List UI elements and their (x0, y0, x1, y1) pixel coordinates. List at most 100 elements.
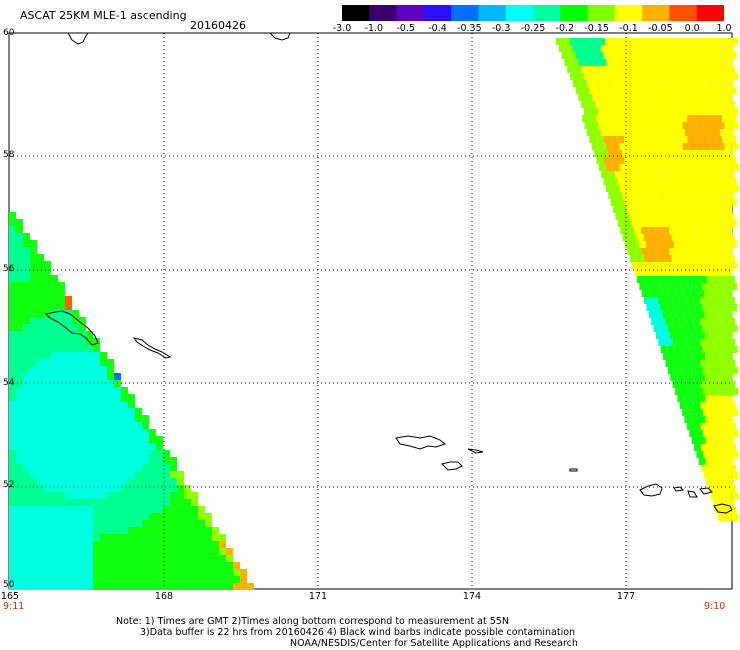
swath-cell (681, 346, 689, 353)
swath-cell (654, 38, 661, 45)
swath-cell (9, 464, 16, 471)
swath-cell (107, 450, 114, 457)
swath-cell (696, 388, 703, 395)
swath-cell (58, 513, 65, 520)
swath-cell (668, 122, 676, 129)
swath-cell (708, 52, 716, 59)
swath-cell (586, 129, 594, 136)
swath-cell (720, 500, 728, 507)
swath-cell (226, 555, 233, 562)
swath-cell (723, 241, 731, 248)
swath-cell (135, 408, 142, 415)
swath-cell (695, 346, 703, 353)
swath-cell (730, 367, 738, 374)
swath-cell (191, 555, 198, 562)
swath-cell (107, 569, 114, 576)
swath-cell (680, 178, 688, 185)
swath-cell (37, 471, 44, 478)
swath-cell (51, 373, 58, 380)
swath-cell (672, 339, 680, 346)
swath-cell (591, 122, 599, 129)
swath-cell (668, 143, 676, 150)
swath-cell (676, 311, 684, 318)
swath-cell (16, 387, 23, 394)
swath-cell (51, 338, 58, 345)
swath-cell (65, 359, 72, 366)
swath-cell (65, 457, 72, 464)
swath-cell (86, 520, 93, 527)
swath-cell (72, 324, 79, 331)
swath-cell (653, 304, 661, 311)
swath-cell (616, 66, 624, 73)
swath-cell (728, 360, 736, 367)
swath-cell (683, 269, 691, 276)
swath-cell (680, 220, 688, 227)
swath-cell (709, 283, 717, 290)
swath-cell (114, 429, 121, 436)
swath-cell (717, 185, 725, 192)
swath-cell (686, 101, 694, 108)
swath-cell (79, 527, 86, 534)
swath-cell (58, 303, 65, 310)
swath-cell (721, 360, 729, 367)
swath-cell (170, 506, 177, 513)
swath-cell (655, 290, 663, 297)
swath-cell (23, 373, 30, 380)
swath-cell (561, 52, 569, 59)
swath-cell (107, 380, 114, 387)
swath-cell (205, 534, 212, 541)
colorbar-swatch (669, 5, 698, 21)
swath-cell (233, 583, 240, 590)
swath-cell (716, 304, 724, 311)
swath-cell (114, 576, 121, 583)
swath-cell (715, 87, 723, 94)
swath-cell (654, 108, 661, 115)
swath-cell (638, 220, 646, 227)
swath-cell (9, 555, 16, 562)
swath-cell (121, 443, 128, 450)
swath-cell (72, 429, 79, 436)
swath-cell (65, 548, 72, 555)
swath-cell (212, 583, 219, 590)
swath-cell (30, 527, 37, 534)
swath-cell (682, 409, 690, 416)
swath-cell (728, 297, 736, 304)
swath-cell (37, 254, 44, 261)
swath-cell (610, 87, 618, 94)
swath-cell (705, 353, 713, 360)
lat-label-52: 52 (3, 480, 15, 490)
swath-cell (724, 472, 732, 479)
swath-cell (645, 52, 653, 59)
swath-cell (706, 213, 714, 220)
swath-cell (100, 541, 107, 548)
swath-cell (711, 269, 719, 276)
swath-cell (642, 129, 650, 136)
swath-cell (602, 101, 610, 108)
swath-cell (636, 255, 644, 262)
swath-cell (729, 87, 737, 94)
swath-cell (65, 373, 72, 380)
colorbar-tick-label: -1.0 (364, 23, 384, 34)
swath-cell (626, 108, 633, 115)
swath-cell (713, 192, 721, 199)
swath-cell (670, 129, 678, 136)
swath-cell (58, 310, 65, 317)
swath-cell (714, 381, 722, 388)
swath-cell (724, 430, 732, 437)
swath-cell (724, 164, 732, 171)
swath-cell (44, 562, 51, 569)
swath-cell (706, 234, 714, 241)
swath-cell (678, 234, 686, 241)
swath-cell (639, 262, 647, 269)
swath-cell (622, 192, 630, 199)
swath-cell (701, 136, 709, 143)
swath-cell (694, 87, 702, 94)
swath-cell (645, 136, 653, 143)
swath-cell (16, 499, 23, 506)
coast-island-j (673, 486, 685, 492)
swath-cell (710, 108, 717, 115)
swath-cell (86, 359, 93, 366)
swath-cell (9, 268, 16, 275)
swath-cell (72, 506, 79, 513)
swath-cell (664, 234, 672, 241)
